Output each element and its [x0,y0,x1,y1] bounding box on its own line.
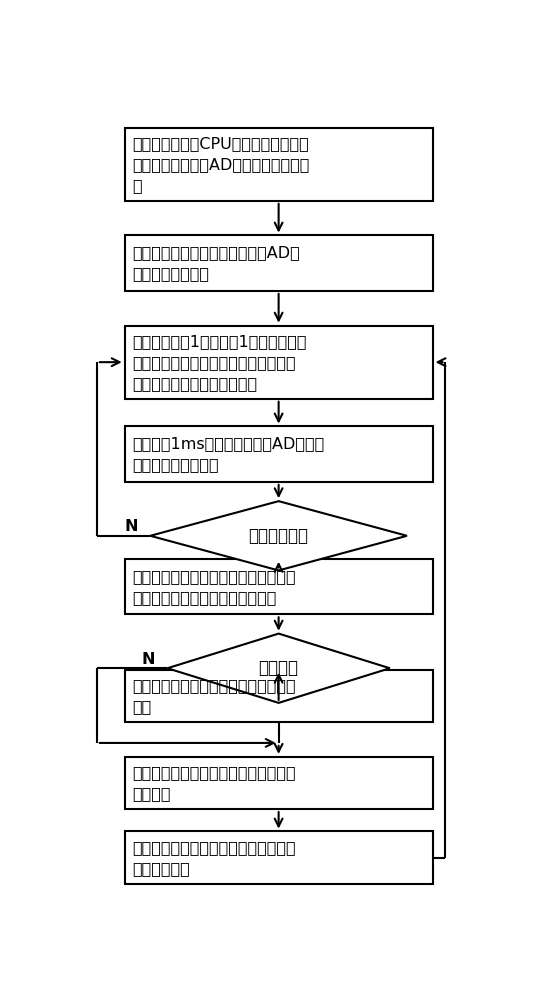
Text: 有启动信号？: 有启动信号？ [248,527,309,545]
Text: N: N [124,519,138,534]
Text: 步骤四：1ms中断，实时读取AD值，保
护启动元件逻辑判断: 步骤四：1ms中断，实时读取AD值，保 护启动元件逻辑判断 [132,436,325,472]
Text: N: N [141,652,155,666]
Text: 步骤一：初始化CPU：配置定时器、配
置计量模块、配置AD采集、配置通信端
口: 步骤一：初始化CPU：配置定时器、配 置计量模块、配置AD采集、配置通信端 口 [132,136,310,193]
Text: 步骤六：使故障指示灯闪烁。置故障标
志。: 步骤六：使故障指示灯闪烁。置故障标 志。 [132,678,296,714]
Bar [125,831,433,884]
Polygon shape [150,501,407,570]
Text: 步骤七：通信处理，上送测量值及单元
运行状态: 步骤七：通信处理，上送测量值及单元 运行状态 [132,765,296,801]
Text: 步骤八：判断是否有按键复归，有则清
除故障指示。: 步骤八：判断是否有按键复归，有则清 除故障指示。 [132,840,296,876]
Bar [125,128,433,201]
Text: 步骤五：傅氏变换，计算基波有效值，
和定值比较，判断是否有故障发生: 步骤五：傅氏变换，计算基波有效值， 和定值比较，判断是否有故障发生 [132,569,296,605]
Text: 步骤二：配置定值及参数，启动AD采
集，启动定时器。: 步骤二：配置定值及参数，启动AD采 集，启动定时器。 [132,245,300,281]
Bar [125,559,433,614]
Bar [125,426,433,482]
Polygon shape [167,634,390,703]
Bar [125,670,433,722]
Text: 有故障？: 有故障？ [259,659,299,677]
Text: 步骤三：判断1秒延时，1秒延时到则访
问计量模块，换算出相电流、相电压、
有功、无功。否则执行下一步: 步骤三：判断1秒延时，1秒延时到则访 问计量模块，换算出相电流、相电压、 有功、… [132,334,307,391]
Bar [125,235,433,291]
Bar [125,326,433,399]
Bar [125,757,433,809]
